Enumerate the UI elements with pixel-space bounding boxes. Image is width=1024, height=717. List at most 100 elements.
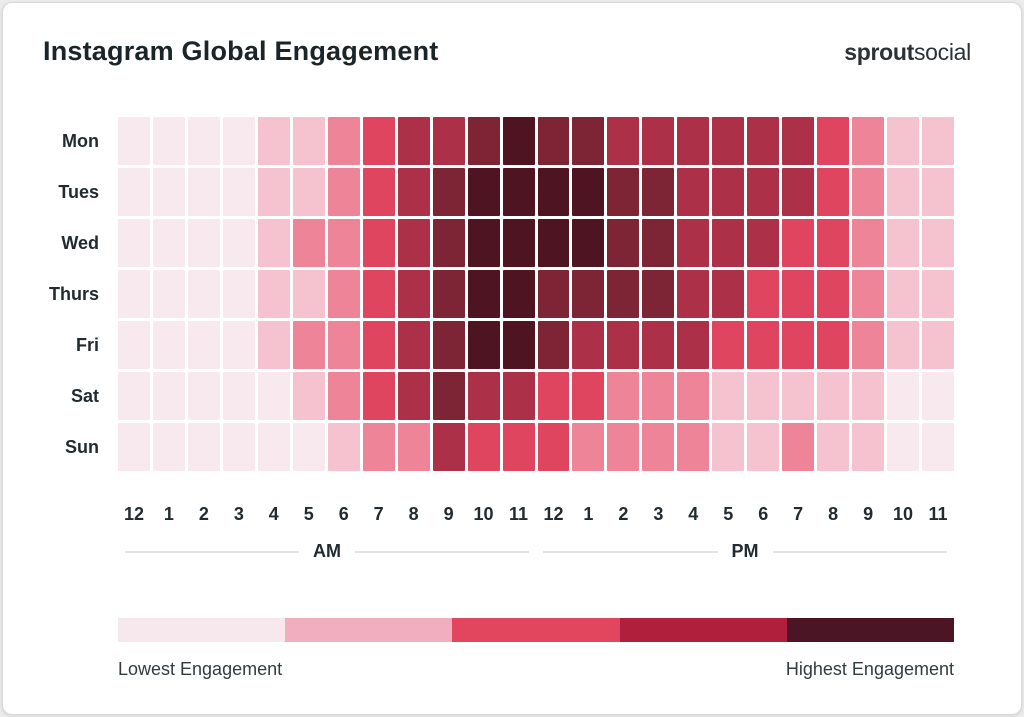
heatmap-cell (852, 372, 885, 420)
hour-label: 4 (688, 504, 699, 524)
heatmap-cell (292, 270, 325, 318)
heatmap-cell (152, 372, 185, 420)
hour-label: 6 (758, 504, 769, 524)
heatmap-cell (362, 270, 395, 318)
heatmap-cell (327, 270, 360, 318)
heatmap-cell (152, 270, 185, 318)
engagement-heatmap: Mon Tues Wed Thurs Fri Sat Sun 12 1 2 3 4 5 6 7 8 9 10 11… (3, 117, 1021, 680)
heatmap-cell (922, 117, 954, 165)
heatmap-cell (397, 168, 430, 216)
hour-label: 11 (509, 504, 529, 524)
heatmap-cell (817, 168, 850, 216)
heatmap-cell (642, 117, 675, 165)
heatmap-cell (187, 117, 220, 165)
heatmap-cell (852, 270, 885, 318)
heatmap-cell (922, 219, 954, 267)
heatmap-cell (922, 168, 954, 216)
heatmap-cell (327, 372, 360, 420)
heatmap-cell (887, 372, 920, 420)
heatmap-cell (222, 321, 255, 369)
pm-divider-line-right (772, 550, 947, 553)
heatmap-cell (642, 168, 675, 216)
heatmap-cell (537, 219, 570, 267)
logo-text-social: social (913, 39, 971, 65)
pm-group-label: PM (731, 541, 759, 561)
hour-label: 3 (653, 504, 664, 524)
heatmap-cell (642, 423, 675, 471)
heatmap-cell (607, 270, 640, 318)
heatmap-cell (222, 117, 255, 165)
heatmap-cell (852, 219, 885, 267)
heatmap-cell (747, 219, 780, 267)
heatmap-cell (467, 372, 500, 420)
heatmap-cell (922, 423, 954, 471)
heatmap-cell (362, 117, 395, 165)
heatmap-cell (152, 117, 185, 165)
header: Instagram Global Engagement sproutsocial (3, 3, 1021, 69)
legend-segment (786, 618, 955, 642)
heatmap-cell (607, 423, 640, 471)
heatmap-cell (502, 219, 535, 267)
pm-divider-line-left (543, 550, 718, 553)
heatmap-cell (257, 372, 290, 420)
heatmap-cell (292, 168, 325, 216)
am-group: AM (118, 541, 536, 562)
heatmap-cell (432, 423, 465, 471)
hour-label: 5 (723, 504, 734, 524)
heatmap-cell (187, 168, 220, 216)
pm-group: PM (536, 541, 954, 562)
heatmap-cell (397, 117, 430, 165)
heatmap-cell (607, 168, 640, 216)
heatmap-cell (152, 219, 185, 267)
heatmap-cell (467, 219, 500, 267)
heatmap-cell (432, 372, 465, 420)
heatmap-cell (467, 423, 500, 471)
legend-color-bar (118, 618, 955, 642)
heatmap-cell (607, 219, 640, 267)
heatmap-cell (502, 321, 535, 369)
hour-label: 11 (928, 504, 948, 524)
heatmap-cell (677, 168, 710, 216)
heatmap-cell (537, 372, 570, 420)
hour-label: 6 (338, 504, 349, 524)
heatmap-cell (257, 219, 290, 267)
heatmap-cell (327, 117, 360, 165)
heatmap-cell (537, 117, 570, 165)
heatmap-cell (817, 423, 850, 471)
heatmap-cell (152, 423, 185, 471)
heatmap-cell (187, 372, 220, 420)
hour-axis-spacer (43, 504, 115, 525)
heatmap-cell (362, 423, 395, 471)
am-group-label: AM (313, 541, 341, 561)
legend-segment (452, 618, 620, 642)
am-divider-line-left (125, 550, 299, 553)
heatmap-cell (257, 168, 290, 216)
hour-label: 2 (198, 504, 209, 524)
heatmap-cell (432, 219, 465, 267)
heatmap-cell (152, 321, 185, 369)
heatmap-cell (432, 270, 465, 318)
heatmap-cell (327, 423, 360, 471)
hour-label: 1 (583, 504, 594, 524)
heatmap-cell (292, 219, 325, 267)
heatmap-cell (187, 423, 220, 471)
heatmap-cell (118, 117, 150, 165)
heatmap-cell (502, 270, 535, 318)
heatmap-cell (852, 423, 885, 471)
hour-label: 3 (233, 504, 244, 524)
heatmap-cell (922, 372, 954, 420)
day-label-sun: Sun (65, 436, 99, 457)
heatmap-cell (537, 423, 570, 471)
hour-label: 7 (373, 504, 384, 524)
heatmap-cell (187, 219, 220, 267)
heatmap-cell (747, 423, 780, 471)
heatmap-cell (817, 117, 850, 165)
heatmap-cell (292, 423, 325, 471)
heatmap-cell (362, 372, 395, 420)
heatmap-cell (607, 372, 640, 420)
hour-label: 8 (828, 504, 839, 524)
heatmap-cell (432, 321, 465, 369)
heatmap-cell (782, 168, 815, 216)
heatmap-cell (887, 321, 920, 369)
heatmap-cell (887, 270, 920, 318)
